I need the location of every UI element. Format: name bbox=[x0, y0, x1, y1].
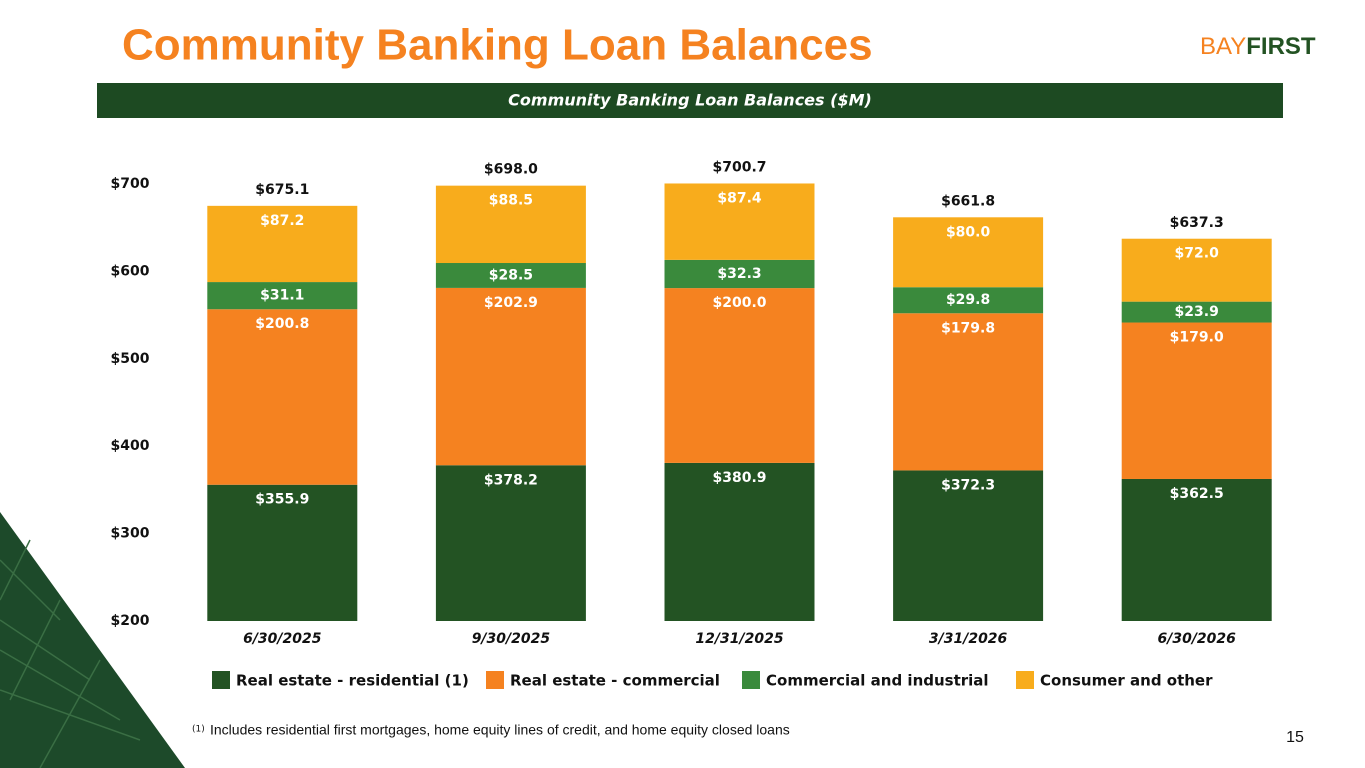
bar-segment bbox=[664, 259, 815, 289]
x-tick-label: 3/31/2026 bbox=[929, 631, 1008, 647]
x-tick-label: 9/30/2025 bbox=[472, 631, 551, 647]
data-label: $88.5 bbox=[489, 193, 533, 209]
data-label: $200.8 bbox=[255, 316, 309, 332]
bar-segment bbox=[893, 217, 1044, 288]
data-label: $28.5 bbox=[489, 267, 533, 283]
legend-label: Real estate - commercial bbox=[510, 672, 720, 690]
legend-swatch bbox=[1016, 671, 1034, 689]
total-label: $698.0 bbox=[484, 162, 538, 178]
y-tick-label: $300 bbox=[111, 526, 150, 542]
page-title: Community Banking Loan Balances bbox=[122, 21, 873, 70]
bar-segment bbox=[207, 205, 358, 283]
data-label: $72.0 bbox=[1175, 246, 1220, 262]
data-label: $372.3 bbox=[941, 477, 995, 493]
bar-segment bbox=[435, 263, 586, 288]
bar-segment bbox=[1121, 322, 1272, 479]
y-tick-label: $600 bbox=[111, 263, 150, 279]
total-label: $661.8 bbox=[941, 193, 995, 209]
bar-segment bbox=[207, 309, 358, 485]
logo-part: FIRST bbox=[1246, 33, 1316, 60]
legend-label: Consumer and other bbox=[1040, 672, 1213, 690]
data-label: $179.0 bbox=[1170, 330, 1224, 346]
data-label: $202.9 bbox=[484, 295, 538, 311]
data-label: $355.9 bbox=[255, 492, 309, 508]
data-label: $87.2 bbox=[260, 213, 304, 229]
bar-segment bbox=[435, 465, 586, 621]
bar-segment bbox=[435, 287, 586, 466]
corner-pattern bbox=[0, 512, 185, 768]
bar-segment bbox=[435, 185, 586, 264]
logo-part: BAY bbox=[1200, 33, 1246, 60]
total-label: $675.1 bbox=[255, 182, 309, 198]
data-label: $87.4 bbox=[717, 190, 762, 206]
total-label: $637.3 bbox=[1170, 215, 1224, 231]
bar-segment bbox=[893, 470, 1044, 621]
x-tick-label: 12/31/2025 bbox=[695, 631, 783, 647]
data-label: $380.9 bbox=[712, 470, 766, 486]
data-label: $80.0 bbox=[946, 224, 991, 240]
footnote: Includes residential first mortgages, ho… bbox=[210, 722, 790, 738]
x-tick-label: 6/30/2025 bbox=[243, 631, 322, 647]
footnote-marker: (1) bbox=[192, 725, 205, 735]
bar-segment bbox=[207, 484, 358, 621]
data-label: $362.5 bbox=[1170, 486, 1224, 502]
legend-label: Commercial and industrial bbox=[766, 672, 989, 690]
total-label: $700.7 bbox=[712, 159, 766, 175]
chart-title: Community Banking Loan Balances ($M) bbox=[508, 91, 872, 110]
bar-segment bbox=[1121, 301, 1272, 323]
banner bbox=[97, 83, 1283, 118]
page-number: 15 bbox=[1286, 729, 1304, 746]
bar-segment bbox=[664, 462, 815, 621]
bar-segment bbox=[664, 288, 815, 463]
legend-swatch bbox=[212, 671, 230, 689]
y-tick-label: $200 bbox=[111, 613, 150, 629]
data-label: $32.3 bbox=[717, 266, 761, 282]
data-label: $23.9 bbox=[1175, 304, 1219, 320]
data-label: $179.8 bbox=[941, 320, 995, 336]
y-tick-label: $400 bbox=[111, 438, 150, 454]
legend-swatch bbox=[742, 671, 760, 689]
logo: BAYFIRST bbox=[1200, 33, 1316, 60]
bar-segment bbox=[664, 183, 815, 260]
bar-segment bbox=[893, 313, 1044, 471]
bar-segment bbox=[1121, 478, 1272, 621]
legend-label: Real estate - residential (1) bbox=[236, 672, 469, 690]
y-tick-label: $700 bbox=[111, 176, 150, 192]
data-label: $31.1 bbox=[260, 288, 304, 304]
data-label: $378.2 bbox=[484, 472, 538, 488]
x-tick-label: 6/30/2026 bbox=[1157, 631, 1236, 647]
bar-segment bbox=[207, 282, 358, 310]
legend-swatch bbox=[486, 671, 504, 689]
bar-segment bbox=[893, 287, 1044, 314]
data-label: $200.0 bbox=[712, 295, 766, 311]
data-label: $29.8 bbox=[946, 292, 990, 308]
bar-segment bbox=[1121, 238, 1272, 302]
y-tick-label: $500 bbox=[111, 351, 150, 367]
